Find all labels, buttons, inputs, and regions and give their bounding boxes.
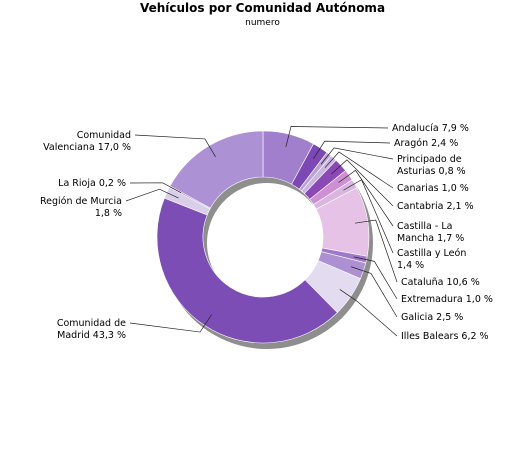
slice-label-line: 1,4 % [397, 260, 424, 271]
slice-label: Extremadura 1,0 % [401, 294, 493, 305]
slice-label-line: Comunidad de [57, 318, 126, 329]
slice-label: Canarias 1,0 % [397, 183, 469, 194]
leader-line [339, 289, 398, 337]
slice-label-line: Mancha 1,7 % [397, 233, 464, 244]
slice-label-line: Región de Murcia [40, 196, 122, 207]
slice-label-line: Illes Balears 6,2 % [401, 331, 489, 342]
leader-line [125, 188, 179, 202]
chart-title: Vehículos por Comunidad Autónoma [139, 1, 386, 15]
slice-label-line: Castilla y León [397, 248, 466, 259]
slice-label: Galicia 2,5 % [401, 312, 463, 323]
slice-label-line: Principado de [397, 154, 462, 165]
slice-label-line: La Rioja 0,2 % [58, 178, 126, 189]
leader-line [331, 159, 394, 207]
slice-label: Comunidad de Madrid 43,3 % [57, 318, 126, 341]
slice-label-line: Extremadura 1,0 % [401, 294, 493, 305]
slice-label-line: Aragón 2,4 % [394, 138, 458, 149]
leader-line [354, 219, 398, 283]
leader-line [351, 266, 398, 318]
slice-label-line: Asturias 0,8 % [397, 166, 466, 177]
chart-subtitle: numero [245, 18, 280, 28]
slice-label-line: Canarias 1,0 % [397, 183, 469, 194]
donut-slices [156, 130, 370, 344]
slice-label-line: Galicia 2,5 % [401, 312, 463, 323]
slice-label-line: Madrid 43,3 % [57, 330, 126, 341]
leader-line [285, 126, 389, 147]
slice-label: La Rioja 0,2 % [58, 178, 126, 189]
slice-label: Comunidad Valenciana 17,0 % [43, 130, 131, 153]
slice-label-line: Cantabria 2,1 % [397, 201, 474, 212]
leader-line [353, 256, 398, 300]
slice-label: Illes Balears 6,2 % [401, 331, 489, 342]
slice-labels: Andalucía 7,9 % Aragón 2,4 % Principado de… [40, 123, 493, 342]
leader-lines [125, 126, 398, 337]
leader-line [338, 169, 394, 227]
slice-label: Cantabria 2,1 % [397, 201, 474, 212]
slice-label: Castilla y León 1,4 % [397, 248, 466, 271]
slice-label: Principado de Asturias 0,8 % [397, 154, 466, 177]
leader-line [320, 147, 394, 165]
slice-label: Aragón 2,4 % [394, 138, 458, 149]
leader-line [343, 179, 394, 254]
pie-slice [156, 197, 338, 344]
slice-label: Región de Murcia 1,8 % [40, 196, 122, 219]
slice-label: Andalucía 7,9 % [392, 123, 469, 134]
slice-label: Castilla - La Mancha 1,7 % [397, 221, 464, 244]
leader-line [129, 182, 182, 194]
leader-line [313, 140, 391, 160]
slice-label-line: Valenciana 17,0 % [43, 142, 131, 153]
slice-label-line: Comunidad [77, 130, 131, 141]
slice-label-line: Andalucía 7,9 % [392, 123, 469, 134]
leader-line [134, 134, 216, 158]
slice-label-line: Cataluña 10,6 % [401, 277, 480, 288]
slice-label-line: 1,8 % [95, 208, 122, 219]
slice-label-line: Castilla - La [397, 221, 452, 232]
leader-line [129, 314, 212, 333]
pie-slice [169, 130, 264, 209]
leader-line [324, 151, 394, 189]
slice-label: Cataluña 10,6 % [401, 277, 480, 288]
